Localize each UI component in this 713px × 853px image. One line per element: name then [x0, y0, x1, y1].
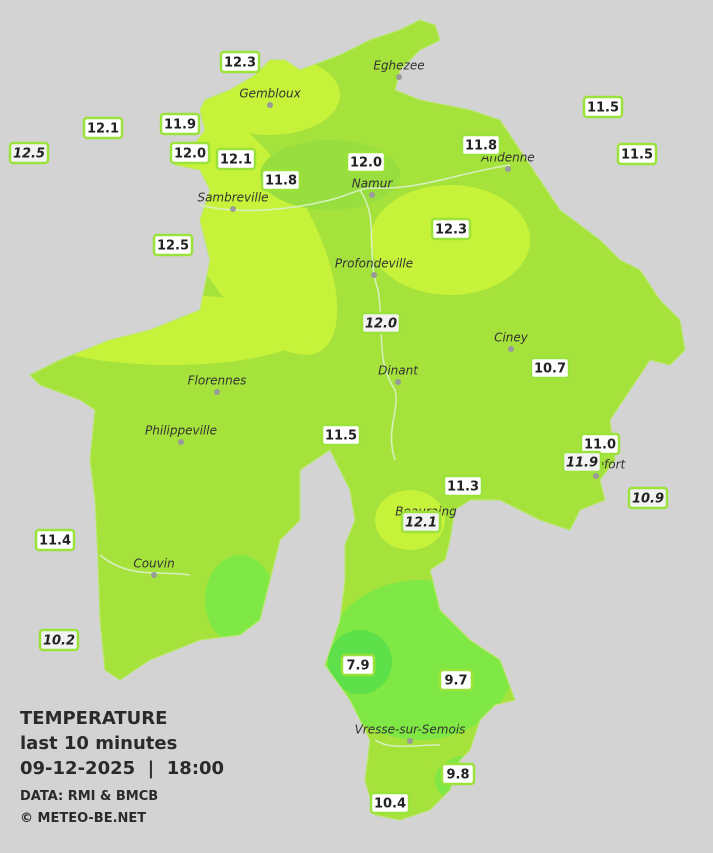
station-box — [529, 356, 571, 380]
legend-source: DATA: RMI & BMCB — [20, 789, 158, 804]
station-value: 11.3 — [447, 480, 479, 495]
station-box — [460, 133, 502, 157]
station-box — [438, 668, 474, 692]
station-value: 12.3 — [435, 223, 467, 238]
station-box — [38, 628, 80, 652]
station-value: 12.1 — [405, 516, 437, 531]
city-label: Namur — [352, 177, 394, 191]
city-label: Gembloux — [239, 87, 301, 101]
city-dot — [505, 166, 511, 172]
station-box — [8, 141, 50, 165]
station-box — [345, 150, 387, 174]
city-dot — [230, 206, 236, 212]
station-value: 11.8 — [265, 174, 297, 189]
station-box — [215, 147, 257, 171]
station-value: 11.9 — [566, 456, 598, 471]
station-value: 10.7 — [534, 362, 566, 377]
station-value: 9.8 — [446, 768, 469, 783]
station-box — [159, 112, 201, 136]
station-box — [340, 653, 376, 677]
station-value: 9.7 — [444, 674, 467, 689]
city-dot — [508, 346, 514, 352]
city-dot — [369, 192, 375, 198]
rivers — [99, 164, 511, 747]
station-box — [400, 510, 442, 534]
station-value: 12.5 — [13, 147, 45, 162]
station-value: 11.0 — [584, 438, 616, 453]
station-box — [442, 474, 484, 498]
province-border — [29, 19, 686, 821]
station-box — [627, 486, 669, 510]
station-value: 10.9 — [632, 492, 664, 507]
city-label: Philippeville — [145, 424, 217, 438]
legend-period: last 10 minutes — [20, 733, 177, 754]
city-dot — [267, 102, 273, 108]
station-box — [616, 142, 658, 166]
city-label: Ciney — [494, 331, 529, 345]
station-box — [169, 141, 211, 165]
station-value: 7.9 — [346, 659, 369, 674]
city-dot — [151, 572, 157, 578]
station-box — [582, 95, 624, 119]
city-label: Couvin — [133, 557, 174, 571]
legend-datetime: 09-12-2025 | 18:00 — [20, 758, 224, 779]
city-dot — [214, 389, 220, 395]
city-dot — [371, 272, 377, 278]
station-value: 12.0 — [365, 317, 397, 332]
station-box — [219, 50, 261, 74]
station-value: 11.4 — [39, 534, 71, 549]
city-label: Florennes — [188, 374, 247, 388]
station-value: 12.0 — [174, 147, 206, 162]
station-box — [260, 168, 302, 192]
station-box — [34, 528, 76, 552]
station-value: 12.1 — [220, 153, 252, 168]
station-box — [360, 311, 402, 335]
station-box — [561, 450, 603, 474]
station-value: 11.5 — [621, 148, 653, 163]
city-label: Vresse-sur-Semois — [355, 723, 466, 737]
station-value: 12.3 — [224, 56, 256, 71]
legend-title: TEMPERATURE — [20, 708, 167, 729]
station-value: 10.2 — [43, 634, 75, 649]
station-box — [152, 233, 194, 257]
city-dot — [407, 738, 413, 744]
station-value: 11.9 — [164, 118, 196, 133]
legend-copyright: © METEO-BE.NET — [20, 811, 146, 826]
city-dot — [396, 74, 402, 80]
station-value: 11.5 — [325, 429, 357, 444]
station-box — [82, 116, 124, 140]
station-value: 12.1 — [87, 122, 119, 137]
station-value: 11.8 — [465, 139, 497, 154]
city-dot — [395, 379, 401, 385]
city-label: Profondeville — [335, 257, 413, 271]
station-box — [369, 791, 411, 815]
station-value: 12.5 — [157, 239, 189, 254]
city-dot — [593, 473, 599, 479]
city-label: Eghezee — [373, 59, 424, 73]
city-label: Dinant — [378, 364, 419, 378]
station-value: 10.4 — [374, 797, 406, 812]
station-box — [430, 217, 472, 241]
station-value: 12.0 — [350, 156, 382, 171]
station-box — [320, 423, 362, 447]
city-label: Sambreville — [197, 191, 268, 205]
city-dot — [178, 439, 184, 445]
station-box — [440, 762, 476, 786]
station-value: 11.5 — [587, 101, 619, 116]
